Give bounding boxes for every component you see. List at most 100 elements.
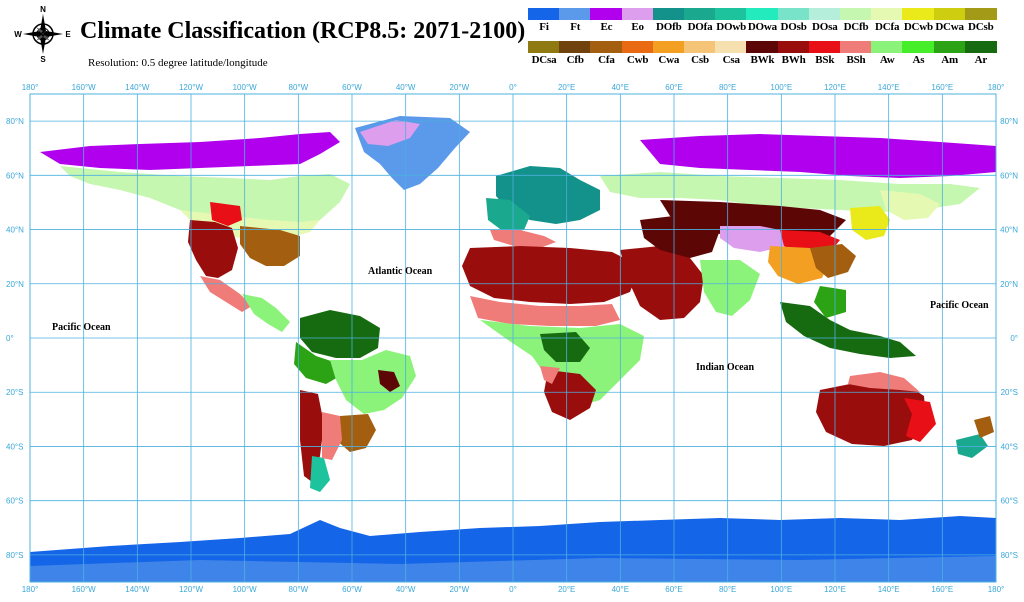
legend-label: BSh <box>846 54 866 66</box>
legend-item-cfb: Cfb <box>558 41 592 73</box>
legend-swatch <box>964 41 997 53</box>
legend-label: Cfb <box>566 54 584 66</box>
latitude-labels-left: 80°N 60°N 40°N 20°N 0° 20°S 40°S 60°S 80°S <box>6 117 24 560</box>
longitude-tick-label: 140°E <box>878 585 900 594</box>
latitude-tick-label: 80°S <box>1001 551 1018 560</box>
legend-item-cwa: Cwa <box>652 41 685 73</box>
legend-label: BSk <box>815 54 835 66</box>
region-south-america-amazon <box>300 310 380 358</box>
legend-row-2: DCsa Cfb Cfa Cwb Cwa Csb Csa BWk BWh BSk BSh Aw As Am… <box>527 41 997 73</box>
longitude-tick-label: 120°E <box>824 585 846 594</box>
latitude-tick-label: 40°N <box>6 226 24 235</box>
legend-label: DOwa <box>747 21 777 33</box>
legend-label: BWh <box>781 54 806 66</box>
legend-label: Cfa <box>598 54 615 66</box>
legend-label: Aw <box>879 54 895 66</box>
legend-label: Am <box>941 54 958 66</box>
longitude-tick-label: 100°W <box>233 83 258 92</box>
longitude-tick-label: 120°W <box>179 83 204 92</box>
legend-label: DOsb <box>780 21 807 33</box>
legend-item-ft: Ft <box>558 8 592 40</box>
legend-label: Csa <box>722 54 740 66</box>
latitude-tick-label: 60°N <box>1000 171 1018 180</box>
longitude-tick-label: 120°W <box>179 585 204 594</box>
legend-item-dcwb: DCwb <box>901 8 935 40</box>
legend-item-as: As <box>901 41 935 73</box>
legend-swatch <box>559 8 592 20</box>
longitude-tick-label: 20°E <box>558 83 575 92</box>
longitude-tick-label: 140°W <box>125 585 150 594</box>
climate-legend: Fi Ft Ec Eo DOfb DOfa DOwb DOwa DOsb DOsa DCfb DCfa… <box>527 8 997 73</box>
legend-swatch <box>715 41 748 53</box>
longitude-tick-label: 40°W <box>396 585 416 594</box>
legend-item-dowa: DOwa <box>745 8 779 40</box>
longitude-tick-label: 20°E <box>558 585 575 594</box>
longitude-tick-label: 60°W <box>342 83 362 92</box>
map-header: N S W E Climate Classification (RCP8.5: … <box>0 0 1024 80</box>
legend-swatch <box>528 41 560 53</box>
legend-item-dcwa: DCwa <box>933 8 966 40</box>
legend-item-dcfb: DCfb <box>839 8 872 40</box>
longitude-tick-label: 20°W <box>450 585 470 594</box>
longitude-tick-label: 140°E <box>878 83 900 92</box>
longitude-labels-top: 180° 160°W 140°W 120°W 100°W 80°W 60°W 40°W 20°W… <box>22 83 1005 92</box>
legend-label: As <box>912 54 925 66</box>
region-africa-sahara <box>462 246 640 304</box>
latitude-tick-label: 60°S <box>1001 497 1018 506</box>
legend-item-cwb: Cwb <box>621 41 654 73</box>
legend-swatch <box>933 8 966 20</box>
longitude-tick-label: 60°E <box>665 585 682 594</box>
legend-swatch <box>684 8 716 20</box>
longitude-tick-label: 180° <box>988 585 1005 594</box>
legend-swatch <box>840 41 872 53</box>
region-arabia <box>620 246 704 320</box>
region-asia-north <box>640 134 996 178</box>
longitude-tick-label: 60°W <box>342 585 362 594</box>
legend-swatch <box>559 41 592 53</box>
legend-label: Ft <box>570 21 581 33</box>
legend-swatch <box>652 8 685 20</box>
legend-label: DCfb <box>843 21 869 33</box>
legend-item-am: Am <box>933 41 966 73</box>
legend-swatch <box>808 8 841 20</box>
legend-item-fi: Fi <box>527 8 560 40</box>
longitude-tick-label: 40°W <box>396 83 416 92</box>
legend-swatch <box>933 41 966 53</box>
latitude-tick-label: 20°S <box>6 388 23 397</box>
longitude-labels-bottom: 180° 160°W 140°W 120°W 100°W 80°W 60°W 40°W 20°W… <box>22 585 1005 594</box>
legend-item-ar: Ar <box>964 41 997 73</box>
longitude-tick-label: 20°W <box>450 83 470 92</box>
world-map: 180° 160°W 140°W 120°W 100°W 80°W 60°W 40°W 20°W… <box>0 80 1024 602</box>
longitude-tick-label: 80°W <box>289 585 309 594</box>
longitude-tick-label: 160°W <box>72 585 97 594</box>
legend-label: Cwb <box>626 54 649 66</box>
region-north-america-east <box>240 226 300 266</box>
legend-swatch <box>652 41 685 53</box>
latitude-tick-label: 40°S <box>6 442 23 451</box>
indian-ocean-label: Indian Ocean <box>696 362 755 373</box>
longitude-tick-label: 80°W <box>289 83 309 92</box>
legend-item-bsk: BSk <box>808 41 841 73</box>
latitude-tick-label: 20°N <box>6 280 24 289</box>
longitude-tick-label: 100°E <box>770 83 792 92</box>
legend-swatch <box>684 41 716 53</box>
latitude-tick-label: 80°N <box>6 117 24 126</box>
legend-item-dofa: DOfa <box>683 8 716 40</box>
region-north-america-boreal <box>60 166 350 230</box>
compass-north-label: N <box>40 5 46 14</box>
longitude-tick-label: 160°W <box>72 83 97 92</box>
map-subtitle: Resolution: 0.5 degree latitude/longitud… <box>88 57 268 69</box>
longitude-tick-label: 120°E <box>824 83 846 92</box>
longitude-tick-label: 100°E <box>770 585 792 594</box>
legend-item-csa: Csa <box>714 41 748 73</box>
legend-row-1: Fi Ft Ec Eo DOfb DOfa DOwb DOwa DOsb DOsa DCfb DCfa… <box>527 8 997 40</box>
region-south-america-savanna <box>330 350 416 414</box>
longitude-tick-label: 140°W <box>125 83 150 92</box>
legend-swatch <box>902 41 935 53</box>
map-title: Climate Classification (RCP8.5: 2071-210… <box>80 18 526 44</box>
longitude-tick-label: 60°E <box>665 83 682 92</box>
pacific-ocean-label-west: Pacific Ocean <box>52 322 111 333</box>
legend-item-dosa: DOsa <box>808 8 841 40</box>
legend-swatch <box>840 8 872 20</box>
legend-label: DOwb <box>716 21 747 33</box>
